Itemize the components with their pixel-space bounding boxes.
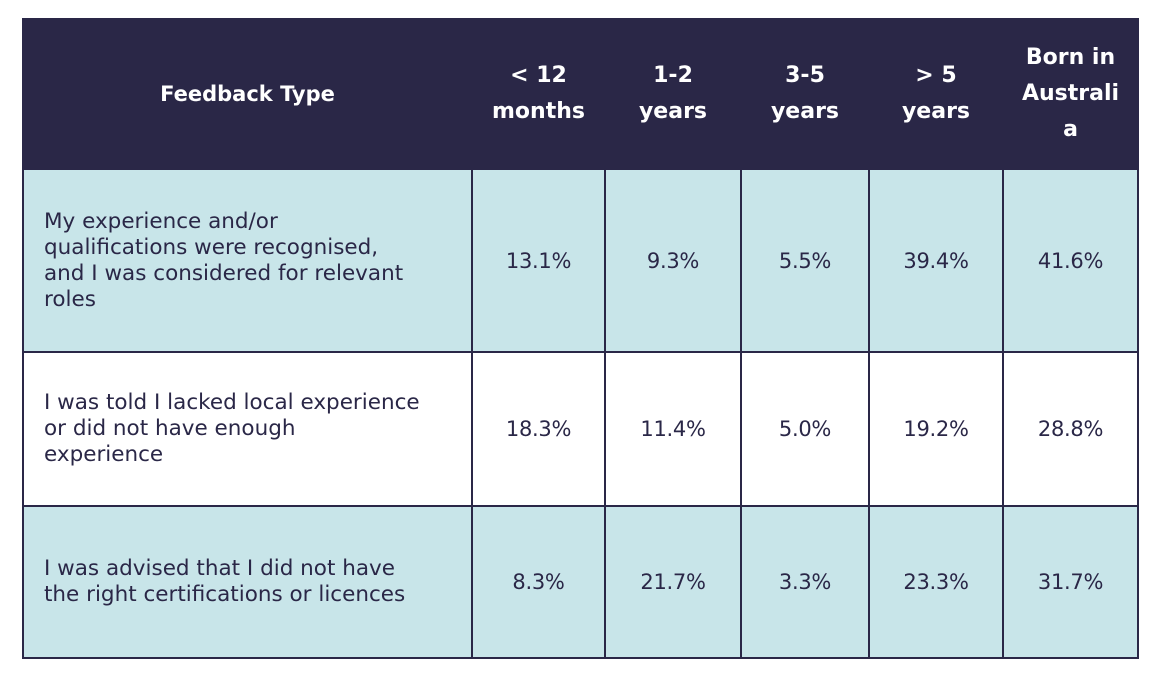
row-label-line: I was told I lacked local experience xyxy=(44,390,420,415)
row-label-line: or did not have enough xyxy=(44,416,296,441)
header-born-in-australia: Born in Australi a xyxy=(1002,18,1139,170)
value-cell: 31.7% xyxy=(1002,505,1139,659)
value-cell: 21.7% xyxy=(604,505,742,659)
value-cell: 39.4% xyxy=(868,168,1004,353)
row-label-line: roles xyxy=(44,286,96,312)
value-cell: 5.0% xyxy=(740,351,870,507)
header-row: Feedback Type < 12 months 1-2 years 3-5 … xyxy=(22,18,1139,170)
value-cell: 11.4% xyxy=(604,351,742,507)
header-line: 1-2 xyxy=(653,63,693,88)
row-label: I was advised that I did not have the ri… xyxy=(22,505,473,659)
header-line: < 12 xyxy=(510,63,567,88)
header-line: Australi xyxy=(1021,81,1120,106)
value-cell: 5.5% xyxy=(740,168,870,353)
header-line: a xyxy=(1063,117,1078,142)
header-line: months xyxy=(492,99,585,124)
value-cell: 8.3% xyxy=(471,505,606,659)
row-label: My experience and/or qualifications were… xyxy=(22,168,473,353)
header-line: Feedback Type xyxy=(160,82,335,106)
row-label-line: My experience and/or xyxy=(44,208,278,234)
header-1-2-years: 1-2 years xyxy=(604,18,742,170)
row-label-line: and I was considered for relevant xyxy=(44,260,404,286)
feedback-table: Feedback Type < 12 months 1-2 years 3-5 … xyxy=(22,18,1139,659)
row-label-line: qualifications were recognised, xyxy=(44,234,379,260)
value-cell: 19.2% xyxy=(868,351,1004,507)
header-line: years xyxy=(638,99,708,124)
row-label-line: the right certifications or licences xyxy=(44,582,406,607)
header-line: > 5 xyxy=(915,63,957,88)
header-3-5-years: 3-5 years xyxy=(740,18,870,170)
header-line: years xyxy=(770,99,840,124)
header-over-5-years: > 5 years xyxy=(868,18,1004,170)
header-line: Born in xyxy=(1025,45,1116,70)
row-label-line: I was advised that I did not have xyxy=(44,556,395,581)
value-cell: 28.8% xyxy=(1002,351,1139,507)
table-row: I was advised that I did not have the ri… xyxy=(22,505,1139,659)
feedback-table-container: Feedback Type < 12 months 1-2 years 3-5 … xyxy=(22,18,1139,659)
value-cell: 13.1% xyxy=(471,168,606,353)
value-cell: 41.6% xyxy=(1002,168,1139,353)
table-row: I was told I lacked local experience or … xyxy=(22,351,1139,507)
value-cell: 18.3% xyxy=(471,351,606,507)
row-label-line: experience xyxy=(44,442,164,467)
value-cell: 23.3% xyxy=(868,505,1004,659)
header-line: 3-5 xyxy=(785,63,825,88)
row-label: I was told I lacked local experience or … xyxy=(22,351,473,507)
value-cell: 9.3% xyxy=(604,168,742,353)
value-cell: 3.3% xyxy=(740,505,870,659)
header-line: years xyxy=(901,99,971,124)
table-row: My experience and/or qualifications were… xyxy=(22,168,1139,353)
header-under-12-months: < 12 months xyxy=(471,18,606,170)
header-feedback-type: Feedback Type xyxy=(22,18,473,170)
